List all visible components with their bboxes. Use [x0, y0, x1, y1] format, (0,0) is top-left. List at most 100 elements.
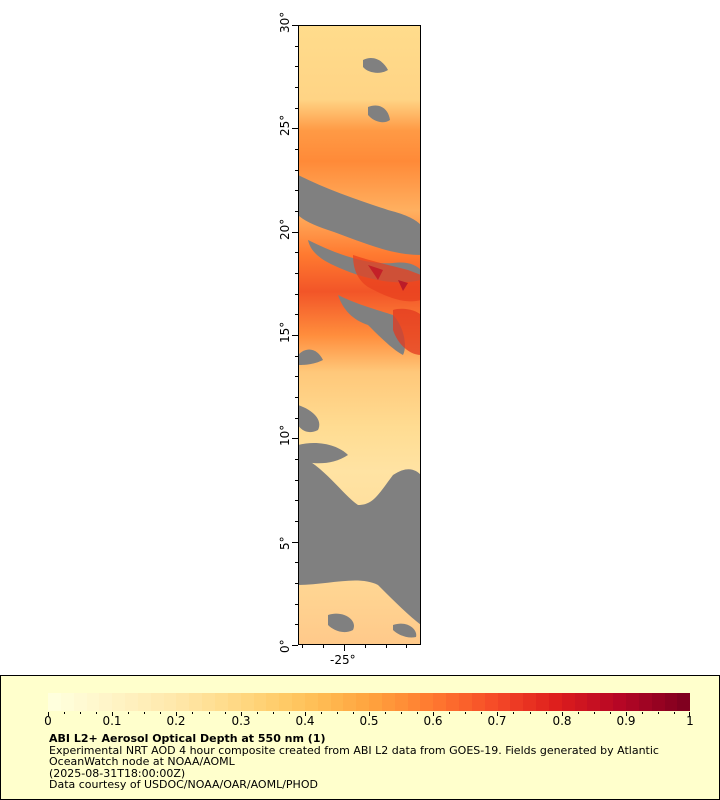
- legend-text: ABI L2+ Aerosol Optical Depth at 550 nm …: [49, 733, 709, 791]
- lat-tick-label: 30°: [278, 11, 292, 33]
- colorbar-tick-label: 0.9: [616, 714, 636, 728]
- colorbar-segment: [227, 693, 241, 711]
- colorbar-segment: [214, 693, 228, 711]
- colorbar-segment: [548, 693, 562, 711]
- lat-minor-tick: [295, 604, 298, 605]
- lon-minor-tick: [302, 645, 303, 648]
- lat-minor-tick: [295, 624, 298, 625]
- colorbar-major-tick: [48, 712, 49, 716]
- colorbar-major-tick: [112, 712, 113, 716]
- legend-credit: Data courtesy of USDOC/NOAA/OAR/AOML/PHO…: [49, 778, 318, 791]
- colorbar-minor-tick: [449, 712, 450, 714]
- colorbar-minor-tick: [321, 712, 322, 714]
- colorbar-major-tick: [562, 712, 563, 716]
- colorbar-minor-tick: [481, 712, 482, 714]
- lon-minor-tick: [386, 645, 387, 648]
- colorbar-minor-tick: [160, 712, 161, 714]
- lon-minor-tick: [323, 645, 324, 648]
- colorbar-segment: [86, 693, 100, 711]
- colorbar-segment: [638, 693, 652, 711]
- colorbar-segment: [510, 693, 524, 711]
- colorbar-segment: [112, 693, 126, 711]
- lat-minor-tick: [295, 376, 298, 377]
- lat-minor-tick: [295, 397, 298, 398]
- colorbar-segment: [587, 693, 601, 711]
- lat-minor-tick: [295, 108, 298, 109]
- lat-minor-tick: [295, 66, 298, 67]
- colorbar-minor-tick: [513, 712, 514, 714]
- lat-minor-tick: [295, 294, 298, 295]
- lat-minor-tick: [295, 418, 298, 419]
- colorbar-segment: [536, 693, 549, 711]
- colorbar-tick-label: 0.8: [552, 714, 572, 728]
- colorbar-segment: [125, 693, 138, 711]
- lat-minor-tick: [295, 521, 298, 522]
- colorbar-segment: [202, 693, 215, 711]
- lat-minor-tick: [295, 211, 298, 212]
- colorbar-minor-tick: [225, 712, 226, 714]
- lat-minor-tick: [295, 149, 298, 150]
- colorbar-segment: [330, 693, 344, 711]
- lat-major-tick: [292, 128, 298, 129]
- lat-minor-tick: [295, 170, 298, 171]
- lat-major-tick: [292, 25, 298, 26]
- lon-tick-label: -25°: [330, 653, 356, 667]
- colorbar-segment: [664, 693, 678, 711]
- colorbar-segment: [484, 693, 498, 711]
- lon-minor-tick: [406, 645, 407, 648]
- colorbar-minor-tick: [192, 712, 193, 714]
- lat-tick-label: 15°: [278, 321, 292, 343]
- colorbar-tick-label: 0.2: [166, 714, 186, 728]
- colorbar-segment: [150, 693, 164, 711]
- nodata-regions: [298, 58, 421, 638]
- colorbar-major-tick: [241, 712, 242, 716]
- lat-tick-label: 10°: [278, 424, 292, 446]
- lat-tick-label: 20°: [278, 218, 292, 240]
- colorbar-segment: [60, 693, 74, 711]
- lon-major-tick: [344, 645, 345, 651]
- colorbar-segment: [279, 693, 293, 711]
- colorbar-segment: [240, 693, 254, 711]
- colorbar-minor-tick: [96, 712, 97, 714]
- colorbar-segment: [99, 693, 113, 711]
- colorbar-minor-tick: [273, 712, 274, 714]
- high-aod-patches: [353, 255, 421, 355]
- lat-minor-tick: [295, 252, 298, 253]
- lat-minor-tick: [295, 46, 298, 47]
- lat-minor-tick: [295, 500, 298, 501]
- colorbar-segment: [137, 693, 151, 711]
- colorbar-minor-tick: [465, 712, 466, 714]
- lat-minor-tick: [295, 190, 298, 191]
- colorbar-segment: [189, 693, 203, 711]
- lat-tick-label: 0°: [278, 639, 292, 653]
- colorbar-minor-tick: [64, 712, 65, 714]
- colorbar-segment: [266, 693, 280, 711]
- lat-tick-label: 5°: [278, 536, 292, 550]
- colorbar-minor-tick: [353, 712, 354, 714]
- colorbar-tick-label: 0.3: [231, 714, 251, 728]
- aerosol-map[interactable]: [298, 25, 421, 645]
- colorbar-segment: [343, 693, 357, 711]
- lat-minor-tick: [295, 87, 298, 88]
- colorbar-minor-tick: [546, 712, 547, 714]
- colorbar-minor-tick: [257, 712, 258, 714]
- colorbar-minor-tick: [337, 712, 338, 714]
- colorbar-tick-label: 0.1: [102, 714, 122, 728]
- colorbar-minor-tick: [80, 712, 81, 714]
- colorbar-minor-tick: [674, 712, 675, 714]
- colorbar-major-tick: [305, 712, 306, 716]
- legend-panel: 0 0.1 0.2 0.3 0.4 0.5 0.6 0.7 0.8 0.9 1 ABI L2+ Ae…: [0, 675, 720, 800]
- colorbar-tick-label: 1: [686, 714, 694, 728]
- colorbar-segment: [317, 693, 331, 711]
- colorbar-minor-tick: [642, 712, 643, 714]
- colorbar-major-tick: [433, 712, 434, 716]
- lat-major-tick: [292, 335, 298, 336]
- colorbar-tick-label: 0: [44, 714, 52, 728]
- colorbar-minor-tick: [594, 712, 595, 714]
- colorbar-segment: [677, 693, 691, 711]
- colorbar-minor-tick: [401, 712, 402, 714]
- lat-tick-label: 25°: [278, 114, 292, 136]
- colorbar-segment: [407, 693, 421, 711]
- colorbar-segment: [523, 693, 537, 711]
- colorbar-minor-tick: [658, 712, 659, 714]
